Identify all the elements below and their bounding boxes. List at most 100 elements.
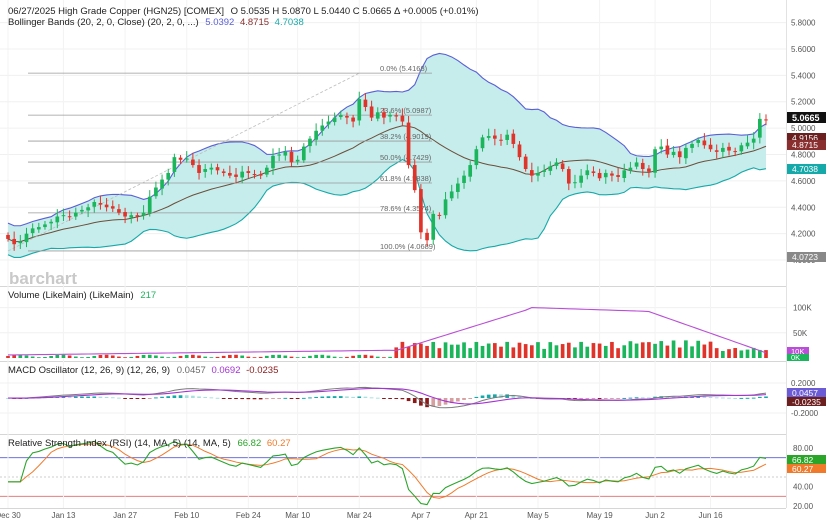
macd-hist-bar xyxy=(326,396,331,398)
volume-label: Volume (LikeMain) (LikeMain) xyxy=(8,290,134,301)
macd-hist-bar xyxy=(154,397,158,399)
candle-body xyxy=(166,172,171,180)
macd-hist-bar xyxy=(468,398,473,399)
macd-hist-bar xyxy=(640,397,645,399)
volume-bar xyxy=(449,344,454,358)
volume-bar xyxy=(172,356,177,358)
candle-body xyxy=(86,207,90,211)
candle-body xyxy=(579,175,583,183)
volume-bar xyxy=(92,355,97,358)
candle-body xyxy=(388,114,392,117)
candle-body xyxy=(560,163,565,170)
volume-bar xyxy=(301,356,306,358)
volume-bar xyxy=(573,347,577,358)
candle-body xyxy=(369,106,374,118)
candle-body xyxy=(345,115,349,118)
candle-body xyxy=(252,174,257,176)
candle-body xyxy=(708,144,713,150)
fib-level-label: 78.6% (4.3574) xyxy=(380,204,432,213)
volume-bar xyxy=(258,356,263,358)
candle-body xyxy=(406,122,411,166)
volume-bar xyxy=(659,341,664,358)
candle-body xyxy=(197,165,201,173)
volume-bar xyxy=(252,357,257,358)
volume-bar xyxy=(499,346,503,358)
volume-bar xyxy=(197,355,201,358)
macd-hist-bar xyxy=(98,396,103,398)
volume-bar xyxy=(493,343,497,358)
macd-hist-bar xyxy=(764,396,768,398)
volume-bar xyxy=(542,348,546,358)
volume-bar xyxy=(314,354,318,358)
x-axis-ticks: Dec 30 Jan 13 Jan 27 Feb 10 Feb 24 Mar 10 Mar … xyxy=(0,508,786,520)
candle-body xyxy=(363,99,368,108)
volume-bar xyxy=(616,348,620,358)
macd-hist-bar xyxy=(511,394,516,398)
x-tick-label: Feb 24 xyxy=(236,511,261,520)
candle-body xyxy=(92,202,97,207)
bollinger-mid-line xyxy=(7,125,767,243)
macd-hist-bar xyxy=(603,398,608,399)
candle-body xyxy=(221,171,226,173)
candle-body xyxy=(117,209,121,213)
candle-body xyxy=(43,224,47,228)
macd-value: 0.0457 xyxy=(177,365,206,376)
volume-bar xyxy=(382,357,386,358)
candle-body xyxy=(474,149,479,166)
fibonacci-retracement: 0.0% (5.4168) 23.6% (5.0987) 38.2% (4.9019… xyxy=(7,64,436,252)
volume-bar xyxy=(67,355,72,358)
x-tick-label: Jan 13 xyxy=(51,511,76,520)
macd-hist-bar xyxy=(209,397,214,399)
volume-bar xyxy=(529,345,534,358)
macd-hist-bar xyxy=(708,396,713,398)
macd-hist-bar xyxy=(172,395,177,398)
fib-level-label: 50.0% (4.7429) xyxy=(380,153,432,162)
candle-body xyxy=(603,172,608,178)
candle-body xyxy=(591,171,596,173)
macd-tick-label: 0.2000 xyxy=(791,379,816,388)
volume-bar xyxy=(86,356,90,358)
volume-bar xyxy=(357,354,362,358)
candle-body xyxy=(616,175,620,177)
candle-body xyxy=(573,182,577,184)
macd-hist-bar xyxy=(579,398,583,400)
volume-bar xyxy=(548,342,553,358)
candle-body xyxy=(727,146,731,151)
candle-body xyxy=(49,221,53,224)
macd-hist-bar xyxy=(351,396,355,398)
volume-bars xyxy=(6,307,768,358)
volume-bar xyxy=(141,354,146,358)
macd-hist-bar xyxy=(246,398,251,400)
price-tick-label: 4.8000 xyxy=(791,151,816,160)
candle-body xyxy=(314,130,318,140)
macd-hist-bar xyxy=(610,398,614,399)
candle-body xyxy=(628,167,633,171)
volume-bar xyxy=(480,345,485,358)
macd-hist-bar xyxy=(400,398,405,400)
volume-bar xyxy=(73,356,78,358)
volume-bar xyxy=(628,341,633,358)
volume-value: 217 xyxy=(140,290,156,301)
volume-bar xyxy=(246,356,251,358)
bollinger-legend: Bollinger Bands (20, 2, 0, Close) (20, 2… xyxy=(8,17,304,28)
price-legend: 06/27/2025 High Grade Copper (HGN25) [CO… xyxy=(8,6,479,17)
candle-body xyxy=(129,215,134,218)
candle-body xyxy=(36,227,41,230)
ohlc-values: O 5.0535 H 5.0870 L 5.0440 C 5.0665 Δ +0… xyxy=(231,6,479,17)
macd-hist-bar xyxy=(141,398,146,399)
candle-body xyxy=(449,191,454,199)
candle-body xyxy=(326,121,331,125)
volume-bar xyxy=(228,354,232,358)
rsi-tag: 66.82 xyxy=(792,455,814,465)
volume-bar xyxy=(739,350,744,358)
barchart-watermark: barchart xyxy=(9,269,77,288)
macd-hist-tag: -0.0235 xyxy=(792,397,821,407)
macd-hist-value: -0.0235 xyxy=(246,365,278,376)
macd-hist-bar xyxy=(412,398,417,404)
macd-hist-bar xyxy=(104,396,109,398)
volume-bar xyxy=(240,355,245,358)
candle-body xyxy=(690,143,694,148)
macd-signal-value: 0.0692 xyxy=(211,365,240,376)
volume-tag-10k: 10K xyxy=(791,347,804,356)
volume-bar xyxy=(221,355,226,358)
